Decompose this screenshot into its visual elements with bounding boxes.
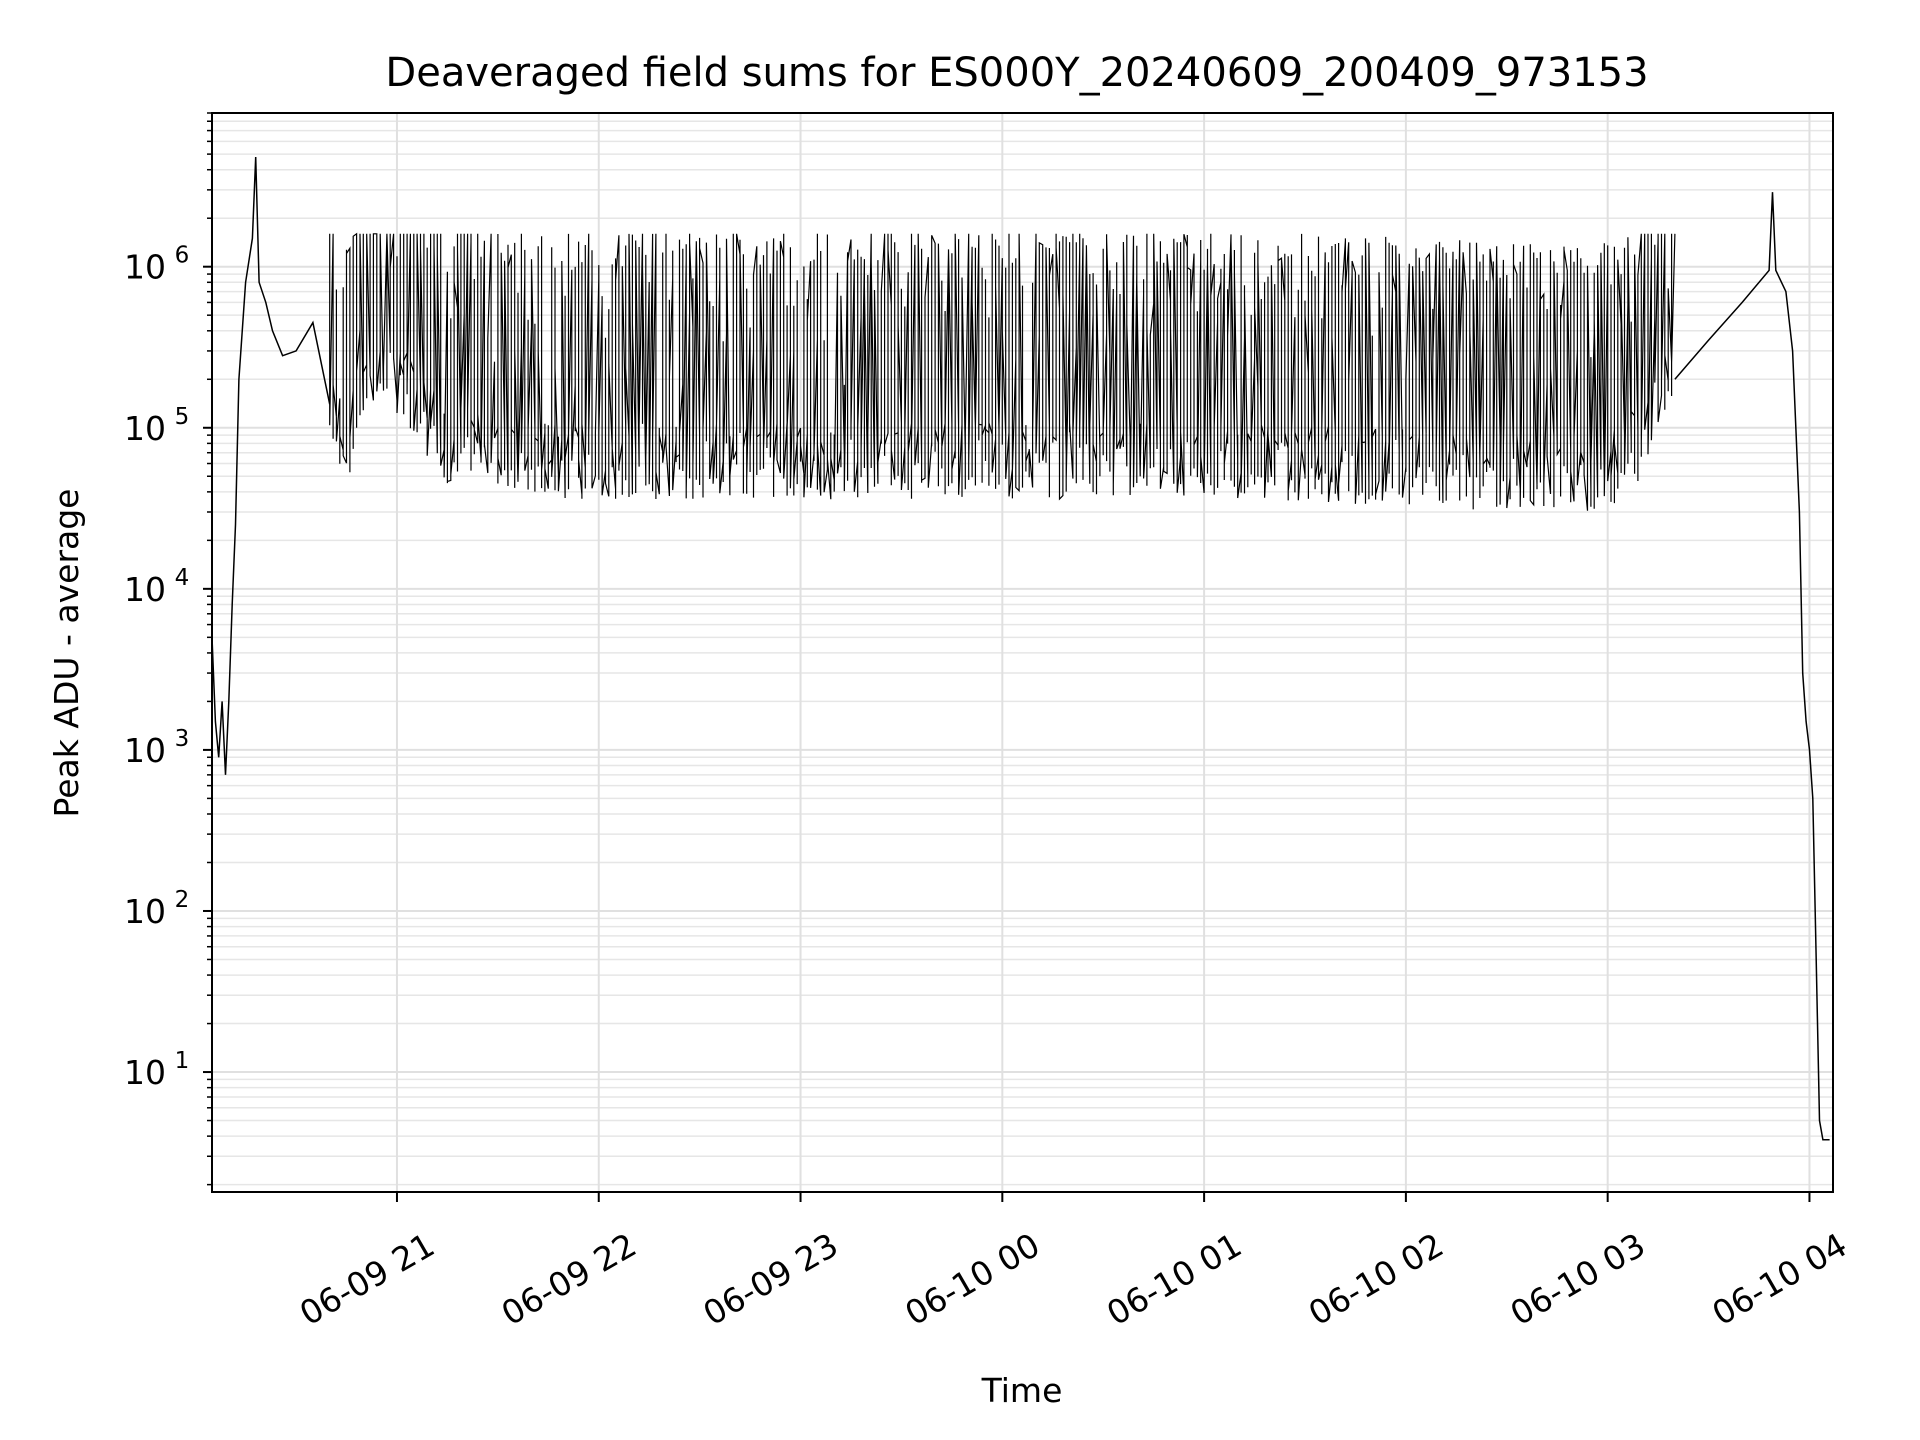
y-tick-exponent: 6 (175, 243, 190, 269)
y-tick-exponent: 3 (175, 726, 190, 752)
y-tick-label: 10 (124, 1053, 166, 1092)
series-line-end (1674, 192, 1830, 1141)
x-axis-label: Time (981, 1371, 1063, 1410)
y-tick-label: 10 (124, 570, 166, 609)
series-line-start (212, 156, 331, 775)
y-tick-exponent: 5 (175, 404, 190, 430)
series-layer (212, 156, 1830, 1141)
grid-minor-lines (212, 112, 1833, 1186)
chart-title: Deaveraged field sums for ES000Y_2024060… (385, 50, 1648, 96)
y-tick-label: 10 (124, 248, 166, 287)
y-tick-exponent: 1 (175, 1048, 190, 1074)
y-tick-exponent: 2 (175, 887, 190, 913)
y-axis-label: Peak ADU - average (47, 489, 86, 818)
y-axis: 10 1 10 2 10 3 10 4 10 5 10 6 (124, 112, 212, 1186)
plot-area (212, 156, 1830, 1141)
grid (212, 112, 1833, 1192)
y-tick-label: 10 (124, 409, 166, 448)
y-tick-exponent: 4 (175, 565, 190, 591)
y-tick-label: 10 (124, 892, 166, 931)
y-tick-label: 10 (124, 731, 166, 770)
series-noise-line (329, 232, 1676, 511)
